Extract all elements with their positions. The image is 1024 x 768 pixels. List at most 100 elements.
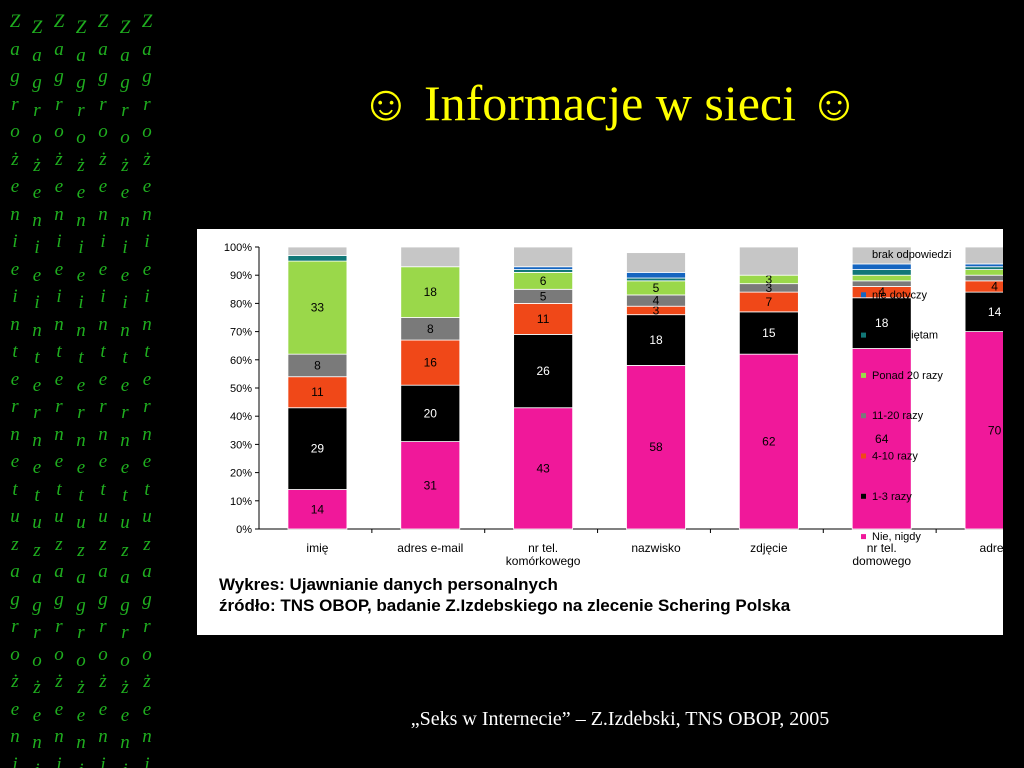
data-label: 20 — [424, 406, 438, 420]
data-label: 8 — [427, 322, 434, 336]
bar-segment — [400, 384, 461, 442]
bar-segment — [400, 441, 461, 530]
y-tick-label: 70% — [230, 327, 252, 339]
bar-segment — [964, 246, 1003, 265]
bar-segment — [287, 376, 348, 409]
y-tick-label: 20% — [230, 468, 252, 480]
y-tick-label: 100% — [224, 242, 252, 254]
caption-line-1: Wykres: Ujawnianie danych personalnych — [219, 575, 558, 594]
data-label: 11 — [537, 312, 550, 326]
bar-segment — [626, 252, 686, 273]
source-citation: „Seks w Internecie” – Z.Izdebski, TNS OB… — [410, 708, 830, 730]
bar-segment — [513, 266, 574, 270]
x-tick-label: zdjęcie — [750, 541, 788, 555]
x-tick-label: nazwisko — [631, 541, 681, 555]
data-label: 33 — [311, 301, 325, 315]
legend-marker — [861, 453, 866, 459]
bar-segment — [626, 277, 686, 282]
y-tick-label: 90% — [230, 270, 252, 282]
bar-segment — [287, 255, 348, 262]
bar-segment — [851, 269, 912, 276]
x-tick-label: imię — [306, 541, 328, 555]
data-label: 7 — [766, 295, 773, 309]
bar-segment — [964, 274, 1003, 282]
data-label: 14 — [311, 502, 325, 516]
bar-segment — [513, 407, 574, 530]
data-label: 31 — [424, 478, 438, 492]
data-label: 16 — [424, 356, 438, 370]
data-label: 5 — [653, 281, 660, 295]
data-label: 3 — [653, 303, 660, 317]
legend-label: brak odpowiedzi — [872, 249, 952, 261]
data-label: 26 — [536, 364, 550, 378]
data-label: 18 — [424, 285, 438, 299]
y-tick-label: 40% — [230, 411, 252, 423]
bar-segment — [287, 407, 348, 490]
x-tick-label: nr tel. — [867, 541, 897, 555]
slide-title: ☺ Informacje w sieci ☺ — [360, 75, 860, 131]
y-tick-label: 10% — [230, 496, 252, 508]
bar-segment — [851, 274, 912, 282]
legend-label: 1-3 razy — [872, 491, 912, 503]
bar-segment — [738, 353, 799, 530]
data-label: 70 — [988, 423, 1002, 437]
stacked-bar-chart: 0% 10% 20% 30% 40% 50% 60% 70% 80% 90% 100% 14 29 11 8… — [224, 242, 1003, 568]
legend-label: Nie, nigdy — [872, 531, 921, 543]
chart-caption: Wykres: Ujawnianie danych personalnych ź… — [219, 574, 790, 616]
legend-marker — [861, 413, 866, 419]
bar-segment — [964, 263, 1003, 268]
data-label: 18 — [875, 316, 889, 330]
bar-segment — [851, 297, 912, 349]
data-label: 4 — [991, 279, 998, 293]
bar-segment — [851, 348, 912, 530]
legend-marker — [861, 493, 866, 499]
bar-segment — [400, 246, 461, 268]
bar-segment — [851, 263, 912, 270]
legend-marker — [861, 534, 866, 540]
legend-marker — [861, 372, 866, 378]
bar-segment — [513, 246, 574, 268]
bar-segment — [738, 311, 799, 355]
data-label: 64 — [875, 432, 889, 446]
data-label: 11 — [311, 385, 324, 399]
data-label: 18 — [649, 333, 663, 347]
legend-label: nie dotyczy — [872, 289, 928, 301]
legend-label: nie pamiętam — [872, 330, 938, 342]
y-tick-label: 60% — [230, 355, 252, 367]
data-label: 3 — [766, 281, 773, 295]
legend-marker — [861, 252, 866, 257]
legend-marker — [861, 292, 866, 298]
data-label: 6 — [540, 274, 547, 288]
y-tick-label: 80% — [230, 298, 252, 310]
data-label: 3 — [766, 272, 773, 286]
y-tick-label: 0% — [236, 524, 252, 536]
y-tick-label: 30% — [230, 439, 252, 451]
bar-segment — [513, 334, 574, 409]
bar-segment — [287, 489, 348, 530]
data-label: 14 — [988, 305, 1002, 319]
bar-segment — [964, 269, 1003, 276]
legend-marker — [861, 332, 866, 338]
data-label: 4 — [878, 285, 885, 299]
data-label: 15 — [762, 326, 776, 340]
bar-segment — [964, 266, 1003, 270]
x-tick-label: nr tel. — [528, 541, 558, 555]
bar-segment — [851, 280, 912, 287]
data-label: 58 — [649, 440, 663, 454]
caption-line-2: źródło: TNS OBOP, badanie Z.Izdebskiego … — [219, 596, 791, 615]
data-label: 4 — [653, 294, 660, 308]
data-label: 5 — [540, 289, 547, 303]
legend-label: 11-20 razy — [872, 410, 924, 422]
bar-segment — [513, 269, 574, 273]
legend-label: 4-10 razy — [872, 451, 918, 463]
data-label: 62 — [762, 435, 776, 449]
bar-segment — [738, 246, 799, 276]
data-label: 8 — [314, 358, 321, 372]
bar-segment — [626, 314, 686, 366]
